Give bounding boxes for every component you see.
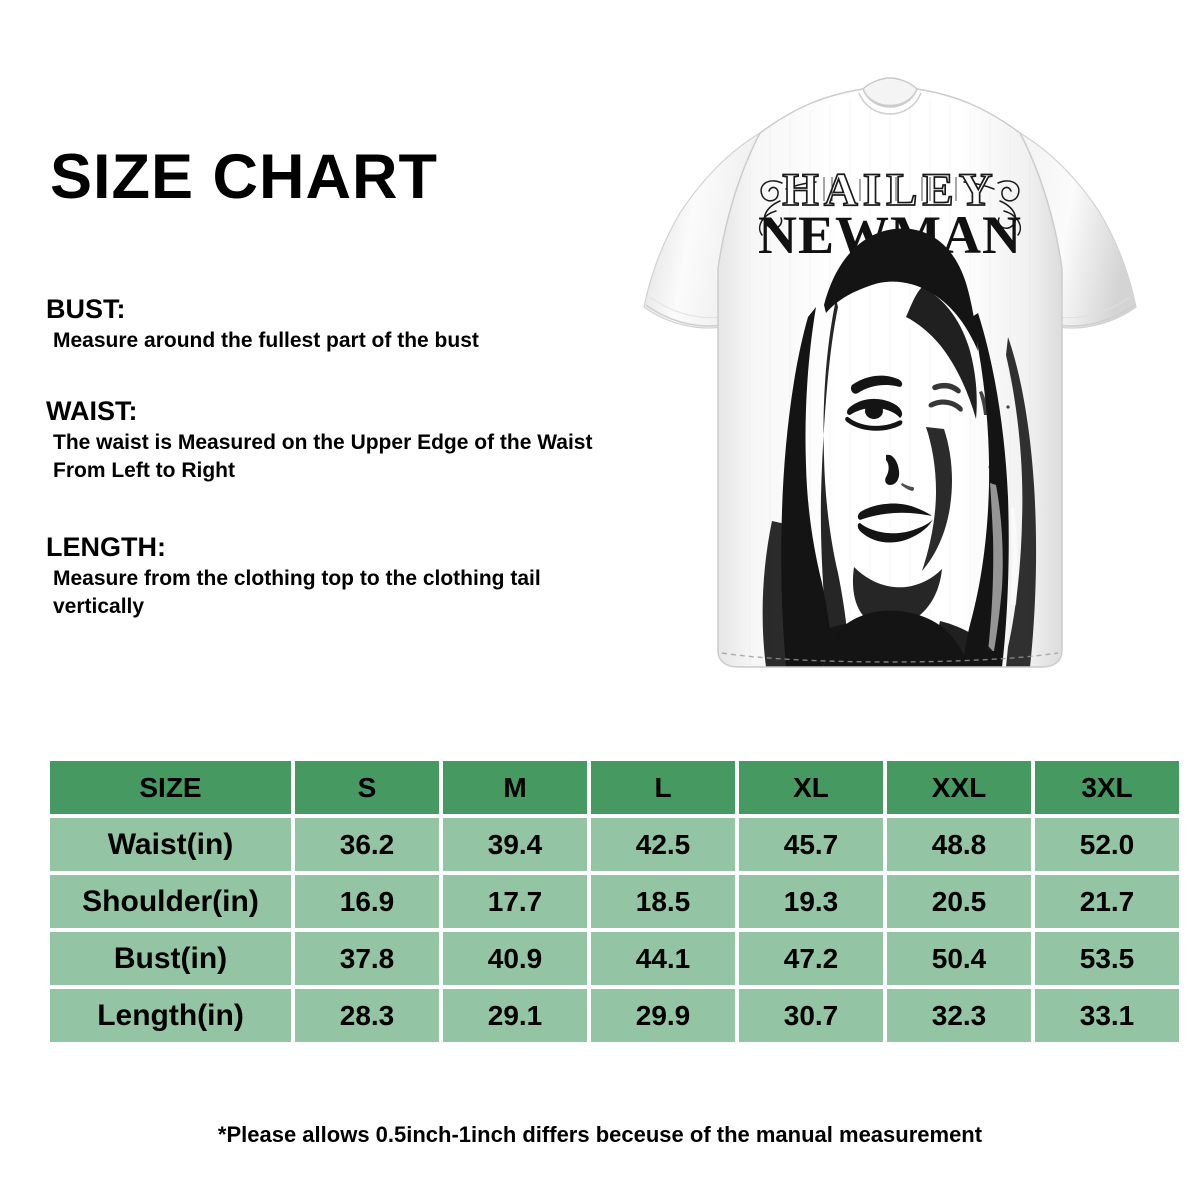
cell-bust-3xl: 53.5 (1035, 932, 1179, 985)
guide-bust-description: Measure around the fullest part of the b… (53, 329, 479, 353)
table-row-waist: Waist(in) 36.2 39.4 42.5 45.7 48.8 52.0 (50, 818, 1179, 871)
cell-bust-s: 37.8 (295, 932, 439, 985)
cell-waist-s: 36.2 (295, 818, 439, 871)
table-header-l: L (591, 761, 735, 814)
guide-bust: BUST: Measure around the fullest part of… (46, 294, 626, 355)
size-chart-table: SIZE S M L XL XXL 3XL Waist(in) 36.2 39.… (46, 757, 1183, 1046)
tshirt-product-image: HAILEY NEWMAN (610, 55, 1170, 695)
cell-waist-3xl: 52.0 (1035, 818, 1179, 871)
table-row-shoulder: Shoulder(in) 16.9 17.7 18.5 19.3 20.5 21… (50, 875, 1179, 928)
tshirt-graphic-portrait (762, 228, 1037, 667)
row-label-waist: Waist(in) (50, 818, 291, 871)
cell-waist-l: 42.5 (591, 818, 735, 871)
table-row-length: Length(in) 28.3 29.1 29.9 30.7 32.3 33.1 (50, 989, 1179, 1042)
tshirt-graphic-line1: HAILEY (782, 164, 997, 216)
cell-length-xxl: 32.3 (887, 989, 1031, 1042)
cell-shoulder-l: 18.5 (591, 875, 735, 928)
table-header-xxl: XXL (887, 761, 1031, 814)
tshirt-hem-stitch (721, 652, 1059, 663)
table-header-3xl: 3XL (1035, 761, 1179, 814)
measurement-disclaimer: *Please allows 0.5inch-1inch differs bec… (217, 1122, 983, 1147)
cell-bust-m: 40.9 (443, 932, 587, 985)
cell-bust-xl: 47.2 (739, 932, 883, 985)
cell-shoulder-3xl: 21.7 (1035, 875, 1179, 928)
guide-waist-term: WAIST: (46, 396, 138, 426)
row-label-shoulder: Shoulder(in) (50, 875, 291, 928)
cell-bust-xxl: 50.4 (887, 932, 1031, 985)
guide-length: LENGTH: Measure from the clothing top to… (46, 532, 626, 620)
table-header-m: M (443, 761, 587, 814)
table-header-xl: XL (739, 761, 883, 814)
table-row-bust: Bust(in) 37.8 40.9 44.1 47.2 50.4 53.5 (50, 932, 1179, 985)
table-header-row: SIZE S M L XL XXL 3XL (50, 761, 1179, 814)
row-label-bust: Bust(in) (50, 932, 291, 985)
row-label-length: Length(in) (50, 989, 291, 1042)
cell-length-3xl: 33.1 (1035, 989, 1179, 1042)
guide-waist: WAIST: The waist is Measured on the Uppe… (46, 396, 626, 484)
cell-waist-m: 39.4 (443, 818, 587, 871)
cell-shoulder-s: 16.9 (295, 875, 439, 928)
guide-bust-term: BUST: (46, 294, 126, 324)
guide-length-description: Measure from the clothing top to the clo… (53, 567, 541, 618)
cell-length-l: 29.9 (591, 989, 735, 1042)
tshirt-graphic-wordmark: HAILEY NEWMAN (758, 163, 1022, 265)
cell-length-m: 29.1 (443, 989, 587, 1042)
cell-shoulder-xxl: 20.5 (887, 875, 1031, 928)
guide-length-term: LENGTH: (46, 532, 166, 562)
table-header-size: SIZE (50, 761, 291, 814)
cell-length-s: 28.3 (295, 989, 439, 1042)
cell-waist-xxl: 48.8 (887, 818, 1031, 871)
guide-waist-description: The waist is Measured on the Upper Edge … (53, 431, 593, 482)
cell-length-xl: 30.7 (739, 989, 883, 1042)
table-header-s: S (295, 761, 439, 814)
cell-shoulder-m: 17.7 (443, 875, 587, 928)
cell-bust-l: 44.1 (591, 932, 735, 985)
page-title: SIZE CHART (50, 142, 438, 212)
cell-shoulder-xl: 19.3 (739, 875, 883, 928)
tshirt-collar (858, 77, 922, 115)
cell-waist-xl: 45.7 (739, 818, 883, 871)
